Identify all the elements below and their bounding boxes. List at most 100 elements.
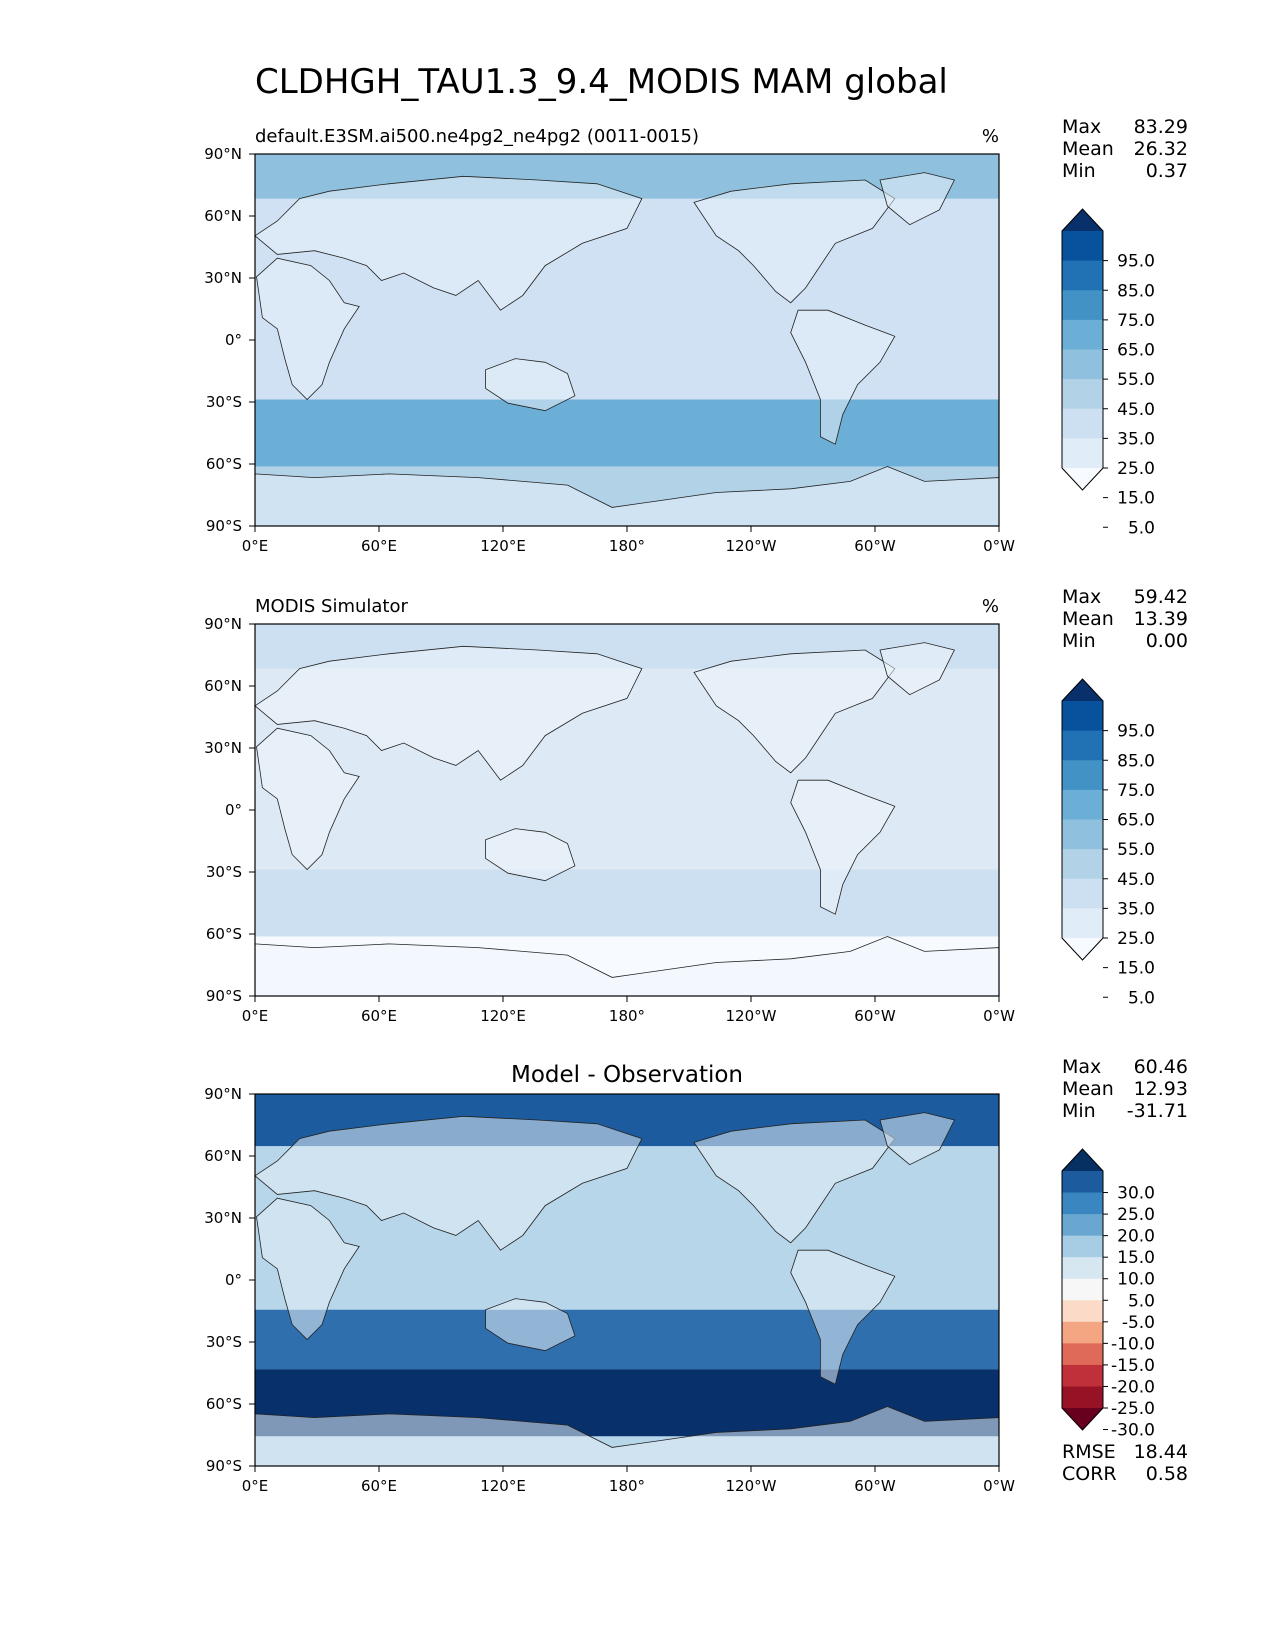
coastline [254,1115,643,1251]
y-tick-label: 90°N [204,1085,242,1103]
colorbar-label: 35.0 [1117,899,1155,919]
coastline [254,645,643,781]
coastline [693,1119,896,1244]
colorbar-swatch [1062,1214,1103,1237]
y-tick-label: 90°N [204,145,242,163]
colorbar-label: 25.0 [1117,929,1155,949]
colorbar-label: 45.0 [1117,400,1155,420]
panel-ref: MODIS Simulator % 0°E 60°E 120°E 180° 120°W 60°… [204,586,1188,1025]
stat-value: 26.32 [1134,138,1188,160]
y-tick-label: 60°S [206,925,242,943]
coastline [256,727,360,871]
y-tick-label: 90°N [204,615,242,633]
extra-stat-label: RMSE [1062,1441,1116,1463]
x-tick-label: 180° [609,1477,645,1495]
panel-test: default.E3SM.ai500.ne4pg2_ne4pg2 (0011-0… [204,116,1188,555]
coastline [879,642,955,696]
y-tick-label: 0° [225,801,242,819]
colorbar-swatch [1062,1278,1103,1301]
map-area [254,153,1000,527]
x-tick-label: 180° [609,537,645,555]
colorbar-label: -15.0 [1111,1356,1155,1376]
map-zonal-band [255,399,999,467]
colorbar-swatch [1062,1235,1103,1258]
colorbar-swatch [1062,438,1103,469]
colorbar-swatch [1062,1364,1103,1387]
colorbar-label: -30.0 [1111,1421,1155,1441]
coastline [485,828,576,882]
colorbar-label: 35.0 [1117,429,1155,449]
x-tick-label: 0°E [242,1007,269,1025]
coastline [693,649,896,774]
colorbar-swatch [1062,878,1103,909]
extra-stat-value: 0.58 [1146,1463,1188,1485]
colorbar-label: 20.0 [1117,1227,1155,1247]
colorbar-label: 45.0 [1117,870,1155,890]
colorbar-label: 10.0 [1117,1270,1155,1290]
colorbar-extend-min [1062,468,1103,490]
x-tick-label: 60°E [361,537,397,555]
map-area [254,1093,1000,1467]
y-tick-label: 60°N [204,677,242,695]
colorbar-swatch [1062,1171,1103,1194]
panel-center-title: Model - Observation [511,1062,743,1088]
coastline [485,358,576,412]
x-tick-label: 0°E [242,1477,269,1495]
panel-diff: Model - Observation 0°E 60°E 120°E 180° 120°W… [204,1056,1188,1495]
x-tick-label: 120°W [726,1477,777,1495]
colorbar-swatch [1062,349,1103,380]
colorbar-label: 25.0 [1117,459,1155,479]
colorbar-label: 55.0 [1117,840,1155,860]
stat-value: 60.46 [1134,1056,1188,1078]
panel-units: % [982,126,999,147]
stat-value: 0.37 [1146,160,1188,182]
colorbar: 95.0 85.0 75.0 65.0 55.0 45.0 35.0 25.0 15.0 5.0 [1061,678,1155,1008]
colorbar-label: 65.0 [1117,341,1155,361]
x-tick-label: 60°W [854,1477,896,1495]
colorbar-label: 25.0 [1117,1205,1155,1225]
colorbar-label: -25.0 [1111,1399,1155,1419]
colorbar-label: -10.0 [1111,1334,1155,1354]
y-tick-label: 90°S [206,1457,242,1475]
colorbar-swatch [1062,1386,1103,1409]
x-tick-label: 60°E [361,1477,397,1495]
colorbar-label: -20.0 [1111,1377,1155,1397]
colorbar-swatch [1062,908,1103,939]
map-zonal-band [255,1309,999,1370]
x-tick-label: 0°W [983,537,1015,555]
x-tick-label: 0°W [983,1007,1015,1025]
figure-title: CLDHGH_TAU1.3_9.4_MODIS MAM global [255,62,948,102]
x-tick-label: 0°E [242,537,269,555]
y-tick-label: 60°N [204,207,242,225]
y-tick-label: 90°S [206,517,242,535]
coastline [790,779,896,915]
colorbar-label: 15.0 [1117,959,1155,979]
stat-value: -31.71 [1127,1100,1188,1122]
coastline [254,175,643,311]
colorbar-label: 30.0 [1117,1184,1155,1204]
coastline [790,1249,896,1385]
colorbar-swatch [1062,819,1103,850]
coastline [790,309,896,445]
colorbar-extend-max [1062,209,1103,231]
coastline [256,1197,360,1341]
x-tick-label: 60°W [854,537,896,555]
y-tick-label: 30°S [206,393,242,411]
colorbar-extend-min [1062,1408,1103,1430]
colorbar-swatch [1062,849,1103,880]
colorbar: 95.0 85.0 75.0 65.0 55.0 45.0 35.0 25.0 15.0 5.0 [1061,208,1155,538]
x-tick-label: 60°W [854,1007,896,1025]
y-tick-label: 30°S [206,1333,242,1351]
colorbar-swatch [1062,1300,1103,1323]
coastline [256,257,360,401]
colorbar-label: 65.0 [1117,811,1155,831]
stat-label: Mean [1062,138,1114,160]
colorbar-label: 5.0 [1128,988,1155,1008]
colorbar-label: 85.0 [1117,751,1155,771]
stat-label: Min [1062,1100,1096,1122]
coastline [485,1298,576,1352]
x-tick-label: 120°W [726,1007,777,1025]
colorbar-label: 5.0 [1128,1291,1155,1311]
x-tick-label: 120°E [480,537,526,555]
